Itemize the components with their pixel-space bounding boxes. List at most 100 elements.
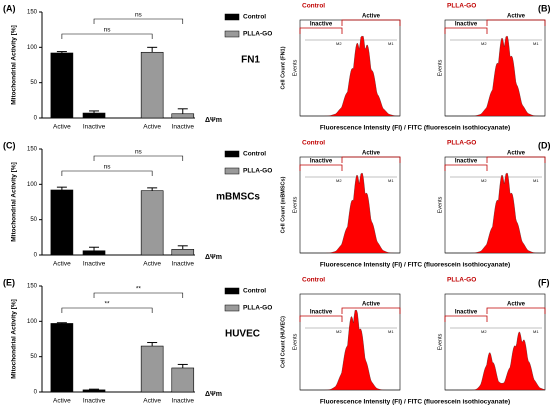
x-axis-label: ΔΨm xyxy=(205,391,222,398)
gate-label: Inactive xyxy=(455,310,478,316)
axis-name: Events xyxy=(292,196,298,213)
histogram xyxy=(300,36,401,117)
gate-label: Active xyxy=(507,14,526,20)
marker-label: M1 xyxy=(388,329,394,334)
bar xyxy=(82,112,106,119)
gate-bracket xyxy=(341,19,401,26)
gate-label: Active xyxy=(362,151,381,157)
gate-label: Active xyxy=(507,302,526,308)
y-tick-label: 100 xyxy=(27,319,38,325)
annotation: ns xyxy=(104,27,112,34)
legend-swatch xyxy=(224,287,240,295)
marker-label: M1 xyxy=(533,329,539,334)
y-tick-label: 0 xyxy=(34,253,38,259)
axis-name: Events xyxy=(437,333,443,350)
marker-label: M2 xyxy=(481,178,487,183)
gate-label: Inactive xyxy=(455,22,478,28)
marker-label: M2 xyxy=(336,178,342,183)
legend-label: Control xyxy=(243,151,266,158)
x-axis-label: Fluorescence Intensity (FI) / FITC (fluo… xyxy=(320,399,510,406)
x-axis-label: Fluorescence Intensity (FI) / FITC (fluo… xyxy=(320,125,510,132)
gate-bracket xyxy=(299,164,343,171)
annotation: ns xyxy=(135,149,143,156)
legend-label: Control xyxy=(243,288,266,295)
x-axis-label: ΔΨm xyxy=(205,254,222,261)
gate-bracket xyxy=(299,315,343,322)
panel-label: (A) xyxy=(3,3,16,13)
plot-title: Control xyxy=(302,277,325,284)
chart-name: mBMSCs xyxy=(216,192,260,203)
x-tick-label: Inactive xyxy=(172,124,195,131)
y-tick-label: 0 xyxy=(34,116,38,122)
gate-label: Active xyxy=(362,302,381,308)
bracket xyxy=(61,33,153,39)
marker-label: M1 xyxy=(533,41,539,46)
x-axis-label: Fluorescence Intensity (FI) / FITC (fluo… xyxy=(320,262,510,269)
plot-title: PLLA-GO xyxy=(447,277,476,284)
y-axis-label: Cell Count (HUVEC) xyxy=(280,316,286,368)
x-axis-label: ΔΨm xyxy=(205,117,222,124)
gate-label: Inactive xyxy=(455,159,478,165)
bar xyxy=(140,51,164,119)
legend-swatch xyxy=(224,167,240,175)
gate-label: Inactive xyxy=(310,159,333,165)
bar xyxy=(171,367,195,393)
y-tick-label: 50 xyxy=(30,80,37,86)
bar xyxy=(82,389,106,393)
histogram xyxy=(300,173,401,254)
legend-swatch xyxy=(224,13,240,21)
gate-bracket xyxy=(341,156,401,163)
y-tick-label: 50 xyxy=(30,354,37,360)
x-tick-label: Active xyxy=(53,124,71,131)
legend-label: Control xyxy=(243,14,266,21)
bar xyxy=(140,190,164,256)
axis-name: Events xyxy=(437,196,443,213)
histogram xyxy=(445,173,546,254)
legend-label: PLLA-GO xyxy=(243,31,272,38)
gate-bracket xyxy=(444,315,488,322)
x-tick-label: Inactive xyxy=(172,398,195,405)
plot-title: PLLA-GO xyxy=(447,140,476,147)
bar xyxy=(140,345,164,393)
legend-swatch xyxy=(224,304,240,312)
axis-name: Events xyxy=(292,333,298,350)
legend-label: PLLA-GO xyxy=(243,305,272,312)
panel-label: (E) xyxy=(3,277,15,287)
x-tick-label: Active xyxy=(143,261,161,268)
y-axis-label: Mitochondrial Activity [%] xyxy=(11,162,18,242)
y-tick-label: 150 xyxy=(27,284,38,290)
gate-bracket xyxy=(299,27,343,34)
y-tick-label: 0 xyxy=(34,390,38,396)
bracket xyxy=(61,307,153,313)
gate-bracket xyxy=(486,156,546,163)
legend-swatch xyxy=(224,150,240,158)
chart-name: HUVEC xyxy=(225,329,260,340)
bar xyxy=(50,323,74,393)
marker-label: M1 xyxy=(533,178,539,183)
annotation: ** xyxy=(136,286,142,293)
gate-label: Active xyxy=(507,151,526,157)
marker-label: M1 xyxy=(388,41,394,46)
bar xyxy=(171,249,195,256)
x-tick-label: Active xyxy=(143,398,161,405)
plot-title: PLLA-GO xyxy=(447,3,476,10)
gate-label: Inactive xyxy=(310,22,333,28)
x-tick-label: Inactive xyxy=(83,398,106,405)
chart-name: FN1 xyxy=(241,55,260,66)
x-tick-label: Inactive xyxy=(172,261,195,268)
bar xyxy=(82,250,106,256)
y-axis-label: Mitochondrial Activity [%] xyxy=(11,25,18,105)
legend-swatch xyxy=(224,30,240,38)
legend-label: PLLA-GO xyxy=(243,168,272,175)
marker-label: M1 xyxy=(388,178,394,183)
gate-bracket xyxy=(486,19,546,26)
bracket xyxy=(93,292,184,298)
bracket xyxy=(93,155,184,161)
y-tick-label: 50 xyxy=(30,217,37,223)
axis-name: Events xyxy=(437,59,443,76)
x-tick-label: Active xyxy=(53,398,71,405)
panel-label: (F) xyxy=(538,277,550,287)
histogram xyxy=(445,331,546,391)
panel-label: (C) xyxy=(3,140,16,150)
bar xyxy=(50,52,74,119)
